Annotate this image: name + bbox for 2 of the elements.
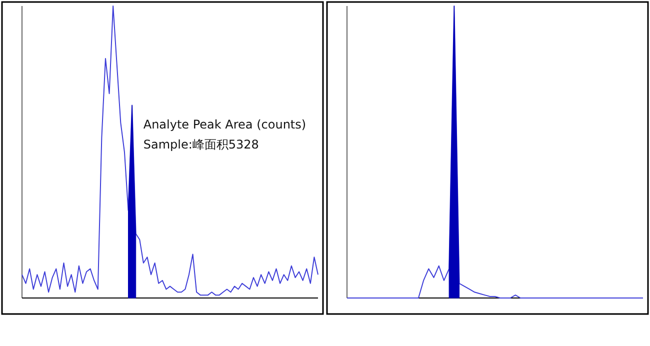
annotation: Sample:峰面积5328 bbox=[143, 138, 259, 152]
annotation: Analyte Peak Area (counts) bbox=[143, 118, 306, 132]
